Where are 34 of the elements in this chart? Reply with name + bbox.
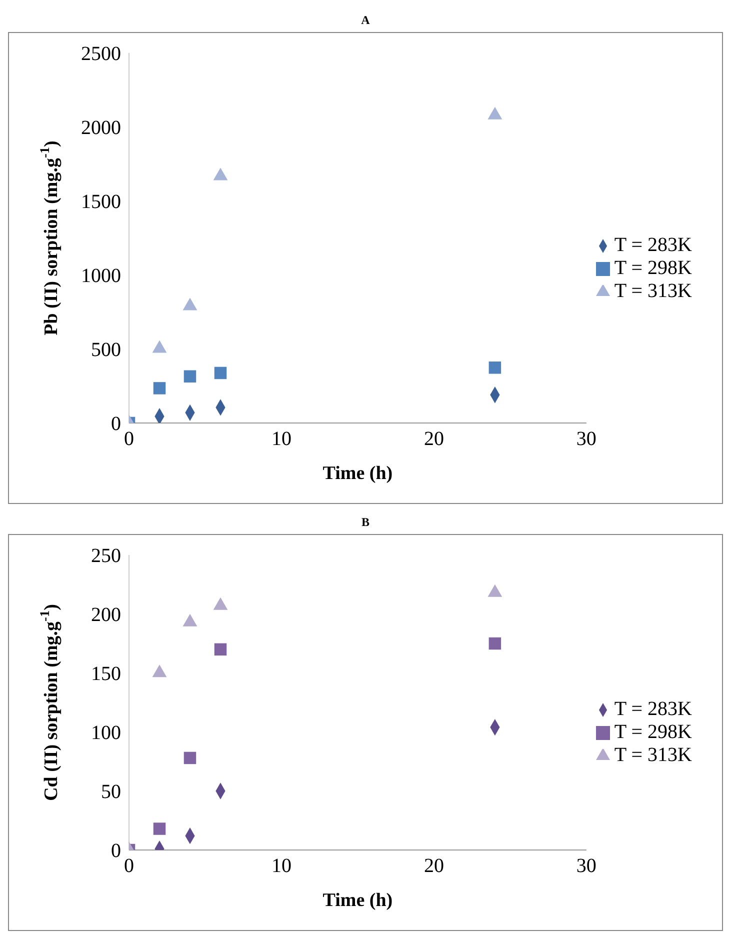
x-tick-label: 20 — [424, 855, 444, 878]
y-tick-label: 50 — [101, 781, 121, 804]
y-tick-label: 150 — [91, 663, 121, 686]
x-tick-label: 30 — [576, 428, 596, 450]
y-tick-label: 500 — [91, 339, 121, 362]
point — [488, 584, 502, 597]
point — [184, 752, 196, 764]
legend-label: T = 298K — [614, 721, 692, 743]
y-tick-label: 2500 — [81, 43, 121, 66]
y-tick-label: 1000 — [81, 265, 121, 288]
y-tick-label: 200 — [91, 604, 121, 626]
point — [213, 597, 228, 610]
point — [153, 822, 166, 835]
legend-label: T = 283K — [614, 698, 692, 720]
x-tick-label: 10 — [271, 855, 292, 878]
x-axis-title: Time (h) — [322, 890, 393, 911]
y-tick-label: 100 — [91, 722, 121, 744]
x-axis-title: Time (h) — [322, 463, 393, 484]
y-tick-label: 250 — [91, 545, 121, 568]
y-tick-label: 0 — [111, 840, 121, 862]
y-tick-label: 1500 — [81, 191, 121, 214]
x-tick-label: 20 — [424, 428, 444, 450]
chart-title: A — [360, 12, 371, 29]
legend-label: T = 283K — [614, 234, 692, 256]
point — [182, 614, 198, 626]
x-tick-label: 30 — [576, 855, 596, 878]
legend-label: T = 313K — [614, 280, 692, 302]
x-tick-label: 10 — [271, 428, 292, 450]
legend-label: T = 313K — [614, 744, 692, 766]
point — [152, 664, 167, 678]
chart-title: B — [360, 514, 370, 531]
y-tick-label: 2000 — [81, 117, 121, 140]
y-tick-label: 0 — [111, 413, 121, 436]
legend-label: T = 298K — [614, 256, 692, 278]
